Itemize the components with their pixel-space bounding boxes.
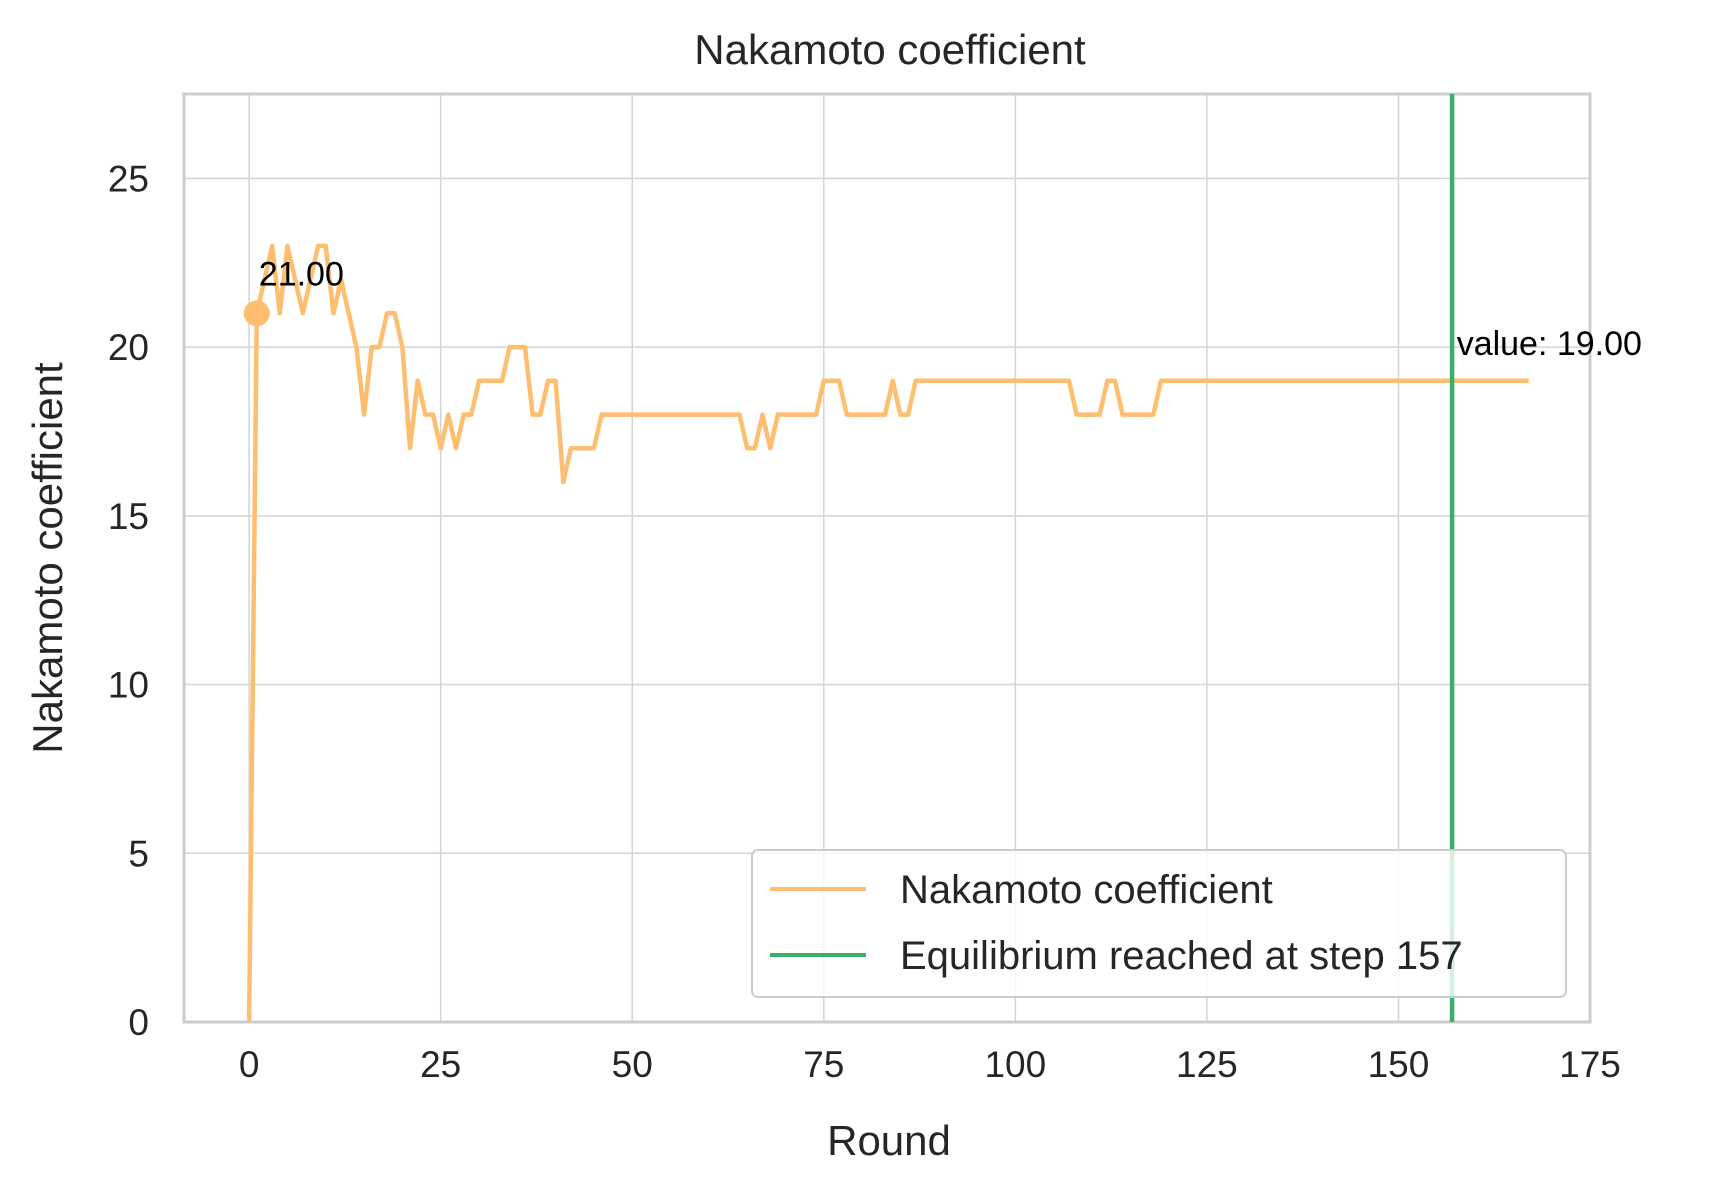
x-tick-label: 75 xyxy=(803,1044,844,1085)
x-tick-label: 125 xyxy=(1176,1044,1238,1085)
end-value-label: value: 19.00 xyxy=(1457,325,1642,363)
legend: Nakamoto coefficient Equilibrium reached… xyxy=(751,849,1567,998)
x-tick-label: 150 xyxy=(1368,1044,1430,1085)
y-tick-label: 20 xyxy=(108,327,149,368)
annotations: 21.00 value: 19.00 xyxy=(243,255,1642,363)
x-axis-label: Round xyxy=(827,1117,951,1164)
legend-label-equilibrium: Equilibrium reached at step 157 xyxy=(900,934,1463,978)
y-tick-label: 15 xyxy=(108,496,149,537)
y-tick-label: 0 xyxy=(128,1002,149,1043)
x-tick-label: 25 xyxy=(420,1044,461,1085)
y-tick-label: 5 xyxy=(128,833,149,874)
x-tick-label: 50 xyxy=(612,1044,653,1085)
series-group xyxy=(246,243,1529,1023)
legend-label-nakamoto: Nakamoto coefficient xyxy=(900,868,1273,912)
series-line-nakamoto xyxy=(246,243,1529,1023)
x-tick-labels: 0 25 50 75 100 125 150 175 xyxy=(239,1044,1621,1085)
x-tick-label: 0 xyxy=(239,1044,260,1085)
legend-frame xyxy=(751,849,1567,998)
plot-area-frame xyxy=(182,92,1592,1024)
chart-title: Nakamoto coefficient xyxy=(694,26,1086,73)
x-tick-label: 100 xyxy=(984,1044,1046,1085)
start-point-label: 21.00 xyxy=(259,255,344,293)
start-point-marker xyxy=(243,300,270,327)
y-axis-label: Nakamoto coefficient xyxy=(24,362,71,754)
y-tick-labels: 0 5 10 15 20 25 xyxy=(108,158,149,1043)
y-tick-label: 10 xyxy=(108,665,149,706)
x-tick-label: 175 xyxy=(1559,1044,1621,1085)
y-tick-label: 25 xyxy=(108,158,149,199)
